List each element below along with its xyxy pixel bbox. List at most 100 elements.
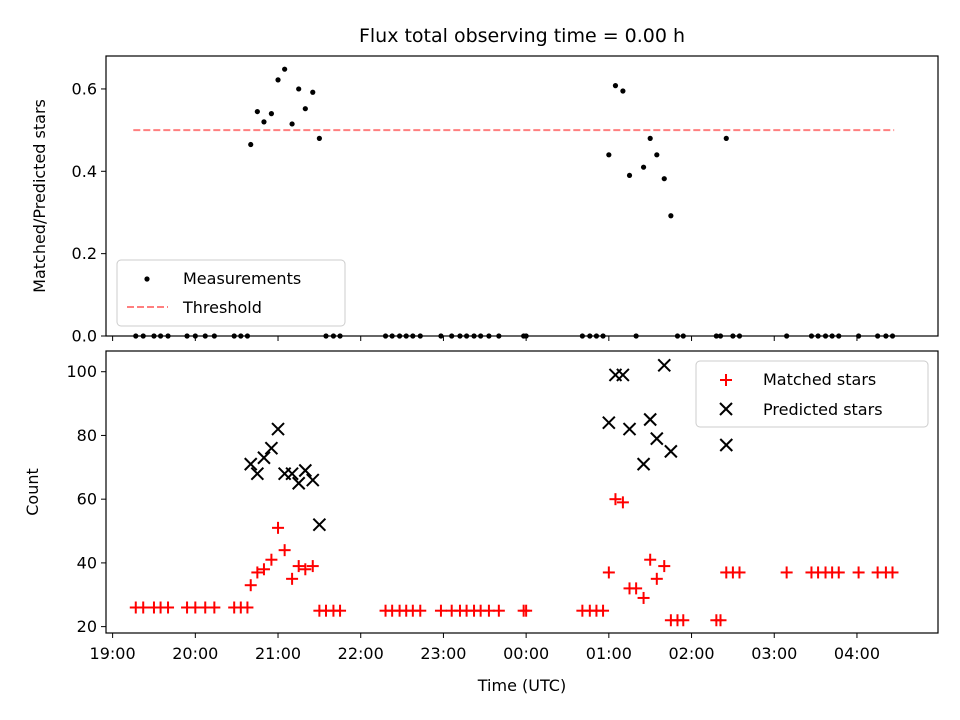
predicted-star-stroke-b bbox=[285, 466, 299, 481]
predicted-star-point bbox=[271, 422, 285, 436]
measurement-point bbox=[302, 106, 308, 112]
predicted-star-point bbox=[650, 431, 664, 446]
predicted-star-point bbox=[643, 412, 657, 427]
ratio-y-axis-label: Matched/Predicted stars bbox=[30, 99, 49, 293]
count-legend: Matched stars Predicted stars bbox=[695, 360, 929, 428]
measurement-point bbox=[310, 89, 316, 95]
count-x-tick-label: 20:00 bbox=[172, 644, 218, 663]
matched-star-point bbox=[520, 604, 533, 617]
predicted-star-stroke-b bbox=[291, 476, 306, 490]
matched-star-point bbox=[492, 604, 505, 617]
legend-matched-label: Matched stars bbox=[763, 370, 876, 389]
measurement-point bbox=[620, 88, 626, 94]
matched-star-point bbox=[886, 566, 899, 579]
predicted-star-stroke-b bbox=[650, 431, 664, 446]
count-y-tick-label: 100 bbox=[66, 362, 97, 381]
predicted-star-point bbox=[285, 466, 299, 481]
count-x-tick-label: 03:00 bbox=[751, 644, 797, 663]
ratio-plot-frame bbox=[105, 55, 939, 337]
predicted-star-stroke-b bbox=[244, 457, 258, 471]
count-panel: 20 40 60 80 100 19:00 20:00 21:00 22:00 23:00 00:… bbox=[23, 350, 939, 695]
predicted-star-stroke-b bbox=[719, 438, 733, 452]
measurement-point bbox=[612, 83, 619, 89]
matched-star-point bbox=[733, 566, 746, 579]
measurement-point bbox=[723, 135, 729, 141]
measurement-point bbox=[254, 108, 260, 115]
ratio-panel: 0.0 0.2 0.4 0.6 Matched/Predicted stars Mea… bbox=[30, 55, 939, 346]
matched-star-point bbox=[780, 566, 793, 579]
predicted-star-stroke-b bbox=[657, 358, 671, 373]
matched-star-point bbox=[162, 601, 175, 614]
predicted-star-point bbox=[264, 441, 279, 455]
predicted-star-stroke-b bbox=[257, 451, 271, 465]
measurement-point bbox=[275, 77, 281, 83]
predicted-star-point bbox=[622, 422, 637, 436]
predicted-star-stroke-b bbox=[602, 415, 616, 430]
count-x-tick-label: 04:00 bbox=[834, 644, 880, 663]
predicted-star-point bbox=[244, 457, 258, 471]
predicted-star-stroke-b bbox=[306, 473, 320, 487]
legend-measurements-label: Measurements bbox=[183, 269, 301, 288]
matched-star-point bbox=[244, 579, 257, 592]
matched-star-point bbox=[137, 601, 150, 614]
count-y-tick-label: 80 bbox=[77, 426, 97, 445]
matched-star-point bbox=[208, 601, 221, 614]
predicted-star-stroke-b bbox=[636, 457, 651, 471]
predicted-star-stroke-b bbox=[298, 463, 313, 478]
count-x-tick-label: 19:00 bbox=[90, 644, 136, 663]
measurement-point bbox=[296, 86, 302, 92]
matched-star-point bbox=[609, 493, 622, 506]
predicted-star-stroke-b bbox=[264, 441, 279, 455]
measurement-point bbox=[268, 111, 275, 117]
predicted-star-stroke-b bbox=[312, 517, 327, 532]
predicted-star-point bbox=[250, 466, 265, 481]
matched-star-point bbox=[677, 614, 690, 627]
predicted-star-stroke-b bbox=[271, 422, 285, 436]
matched-star-point bbox=[306, 560, 319, 573]
count-y-tick-label: 60 bbox=[77, 490, 97, 509]
count-x-tick-label: 23:00 bbox=[420, 644, 466, 663]
count-x-tick-label: 21:00 bbox=[255, 644, 301, 663]
legend-matched-marker bbox=[720, 374, 732, 386]
matched-star-point bbox=[852, 566, 865, 579]
measurement-point bbox=[261, 119, 267, 125]
predicted-star-stroke-b bbox=[616, 368, 630, 382]
measurement-point bbox=[316, 135, 322, 141]
matched-star-point bbox=[292, 560, 305, 573]
matched-star-point bbox=[299, 563, 312, 576]
matched-star-point bbox=[286, 572, 299, 585]
predicted-star-point bbox=[636, 457, 651, 471]
predicted-star-stroke-b bbox=[664, 444, 678, 459]
measurement-point bbox=[626, 172, 633, 179]
predicted-star-point bbox=[312, 517, 327, 532]
count-x-tick-label: 00:00 bbox=[503, 644, 549, 663]
matched-star-point bbox=[637, 591, 650, 604]
matched-star-point bbox=[658, 560, 671, 573]
matched-star-point bbox=[597, 604, 610, 617]
predicted-star-point bbox=[657, 358, 671, 373]
measurement-point bbox=[647, 135, 653, 141]
predicted-star-point bbox=[664, 444, 678, 459]
predicted-star-point bbox=[602, 415, 616, 430]
matched-star-point bbox=[278, 544, 291, 557]
predicted-star-point bbox=[616, 368, 630, 382]
legend-measurements-marker bbox=[144, 276, 150, 282]
matched-star-point bbox=[630, 582, 643, 595]
ratio-y-ticks: 0.0 0.2 0.4 0.6 bbox=[72, 79, 106, 346]
matched-star-point bbox=[616, 496, 629, 509]
ratio-y-tick-label: 0.4 bbox=[72, 162, 97, 181]
predicted-star-stroke-b bbox=[622, 422, 637, 436]
legend-predicted-marker bbox=[719, 402, 733, 416]
ratio-y-tick-label: 0.2 bbox=[72, 244, 97, 263]
predicted-star-stroke-b bbox=[250, 466, 265, 481]
count-y-tick-label: 40 bbox=[77, 553, 97, 572]
predicted-star-point bbox=[257, 451, 271, 465]
matched-star-point bbox=[251, 566, 264, 579]
count-y-axis-label: Count bbox=[23, 468, 42, 516]
measurement-point bbox=[606, 152, 612, 158]
matched-star-point bbox=[644, 553, 657, 566]
matched-star-point bbox=[434, 604, 447, 617]
chart-title: Flux total observing time = 0.00 h bbox=[359, 25, 685, 47]
count-x-tick-label: 22:00 bbox=[338, 644, 384, 663]
